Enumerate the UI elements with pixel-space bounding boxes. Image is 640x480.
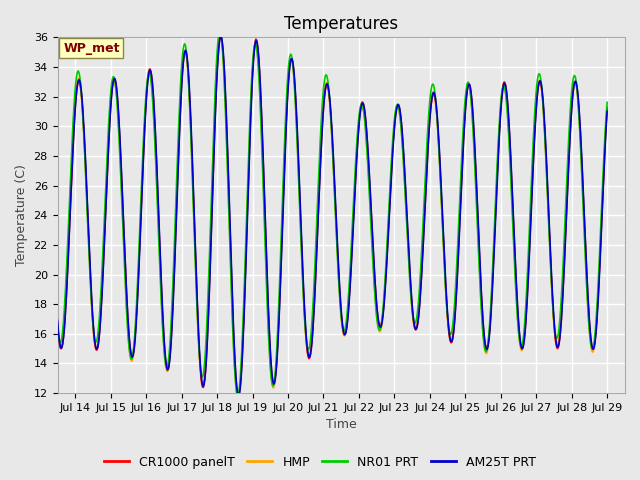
Legend: CR1000 panelT, HMP, NR01 PRT, AM25T PRT: CR1000 panelT, HMP, NR01 PRT, AM25T PRT — [99, 451, 541, 474]
CR1000 panelT — [604, 105, 611, 110]
CR1000 panelT — [449, 331, 457, 337]
CR1000 panelT — [56, 342, 63, 348]
HMP — [131, 342, 138, 348]
HMP — [310, 292, 318, 298]
AM25T PRT — [290, 64, 298, 70]
NR01 PRT — [131, 336, 138, 342]
Text: WP_met: WP_met — [63, 42, 120, 55]
AM25T PRT — [217, 33, 225, 39]
AM25T PRT — [604, 108, 611, 114]
AM25T PRT — [463, 93, 470, 99]
Title: Temperatures: Temperatures — [284, 15, 398, 33]
X-axis label: Time: Time — [326, 419, 356, 432]
CR1000 panelT — [217, 34, 225, 40]
NR01 PRT — [449, 317, 457, 323]
HMP — [463, 90, 470, 96]
NR01 PRT — [234, 393, 242, 398]
HMP — [234, 396, 242, 402]
NR01 PRT — [310, 278, 318, 284]
HMP — [604, 106, 611, 111]
NR01 PRT — [604, 99, 611, 105]
HMP — [449, 327, 457, 333]
AM25T PRT — [54, 317, 61, 323]
CR1000 panelT — [131, 340, 138, 346]
Line: CR1000 panelT: CR1000 panelT — [58, 37, 607, 395]
NR01 PRT — [463, 84, 470, 89]
CR1000 panelT — [463, 92, 470, 97]
Line: HMP: HMP — [58, 36, 607, 399]
HMP — [216, 34, 224, 39]
NR01 PRT — [54, 324, 61, 330]
HMP — [54, 325, 61, 331]
HMP — [290, 70, 298, 76]
NR01 PRT — [290, 69, 298, 75]
AM25T PRT — [235, 393, 243, 399]
AM25T PRT — [56, 341, 63, 347]
CR1000 panelT — [290, 66, 298, 72]
HMP — [56, 344, 63, 349]
NR01 PRT — [56, 339, 63, 345]
CR1000 panelT — [234, 392, 242, 398]
Y-axis label: Temperature (C): Temperature (C) — [15, 164, 28, 266]
AM25T PRT — [449, 332, 457, 337]
Line: AM25T PRT: AM25T PRT — [58, 36, 607, 396]
AM25T PRT — [310, 304, 318, 310]
CR1000 panelT — [310, 302, 318, 308]
CR1000 panelT — [54, 321, 61, 326]
Line: NR01 PRT: NR01 PRT — [58, 31, 607, 396]
NR01 PRT — [216, 28, 224, 34]
AM25T PRT — [131, 344, 138, 349]
